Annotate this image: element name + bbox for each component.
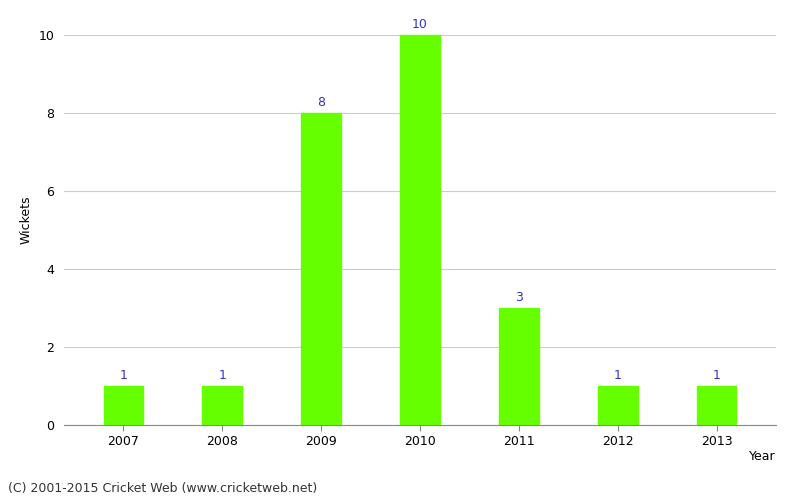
Bar	[302, 112, 341, 425]
Text: 1: 1	[713, 369, 721, 382]
Text: 1: 1	[614, 369, 622, 382]
Text: 1: 1	[119, 369, 127, 382]
Text: 3: 3	[515, 291, 523, 304]
Bar	[697, 386, 737, 425]
Bar	[202, 386, 242, 425]
Bar	[400, 34, 440, 425]
Text: 8: 8	[317, 96, 325, 108]
Bar	[103, 386, 143, 425]
Text: (C) 2001-2015 Cricket Web (www.cricketweb.net): (C) 2001-2015 Cricket Web (www.cricketwe…	[8, 482, 318, 495]
Bar	[598, 386, 638, 425]
Bar	[499, 308, 538, 425]
Text: 1: 1	[218, 369, 226, 382]
Text: Year: Year	[750, 450, 776, 463]
Y-axis label: Wickets: Wickets	[20, 196, 33, 244]
Text: 10: 10	[412, 18, 428, 30]
